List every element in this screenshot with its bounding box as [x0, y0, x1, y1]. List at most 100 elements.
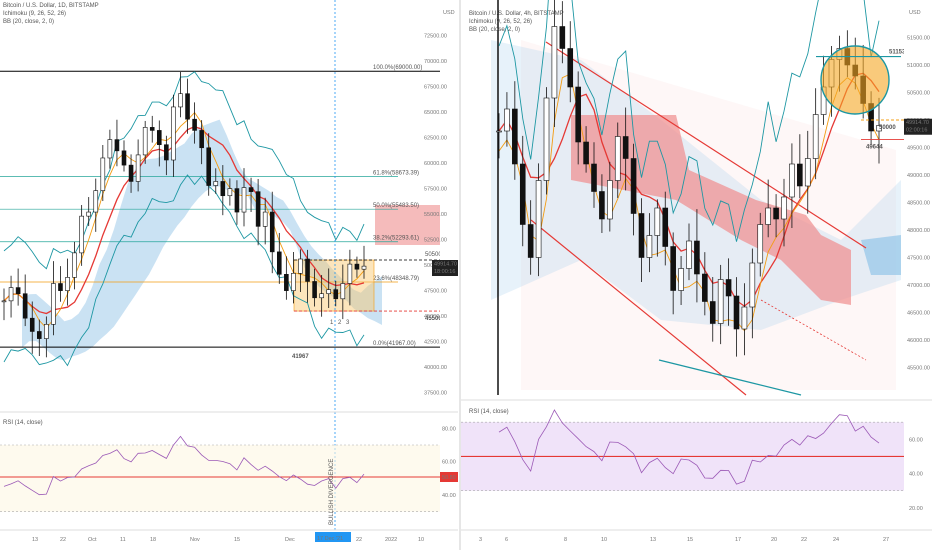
left-price-tick: 70000.00 [424, 59, 447, 65]
right-chart-title[interactable]: Bitcoin / U.S. Dollar, 4h, BITSTAMP [469, 11, 564, 17]
left-time-tick: Nov [190, 537, 200, 543]
right-channel-lower [530, 219, 747, 396]
left-rsi-band [0, 445, 440, 512]
right-time-tick: 27 [883, 537, 889, 543]
left-price-tick: 72500.00 [424, 34, 447, 40]
right-candle-body [630, 158, 637, 214]
right-candle-body [519, 163, 526, 225]
right-candle-body [527, 224, 534, 258]
left-level-label-50500: 50500 [425, 252, 442, 258]
left-candle-body [199, 130, 204, 149]
left-ichimoku-label[interactable]: Ichimoku (9, 26, 52, 26) [3, 11, 67, 17]
chart-divider[interactable] [459, 0, 461, 550]
right-highlight-circle [820, 45, 890, 115]
left-candle-body [262, 211, 268, 227]
left-candle-body [312, 281, 317, 299]
right-time-tick: 8 [564, 537, 567, 543]
left-candle-body [135, 154, 141, 182]
left-rsi-badge: 50.80 [442, 475, 456, 481]
left-date-badge-bg [315, 532, 351, 542]
left-price-axis-bg [440, 0, 458, 410]
right-price-tick: 49500.00 [907, 146, 930, 152]
right-candle-body [694, 240, 700, 275]
right-candle-body [591, 163, 597, 192]
right-candle-body [717, 279, 724, 324]
left-price-tick: 42500.00 [424, 340, 447, 346]
left-candle-body [347, 263, 353, 284]
right-price-tick: 45500.00 [907, 366, 930, 372]
left-candle-body [8, 287, 14, 302]
left-candle-body [156, 130, 162, 146]
right-candle-body [757, 224, 764, 264]
right-candle-body [599, 191, 605, 220]
left-candle-body [284, 274, 289, 291]
left-candle-body [51, 283, 56, 325]
right-rsi-tick: 20.00 [909, 506, 923, 512]
right-ichimoku-label[interactable]: Ichimoku (9, 26, 52, 26) [469, 19, 533, 25]
left-price-badge: 49914.70 [434, 262, 457, 268]
left-candle-body [185, 93, 190, 120]
left-candle-body [298, 258, 303, 274]
left-candle-body [128, 164, 134, 182]
right-time-tick: 22 [801, 537, 807, 543]
left-candle-body [121, 150, 127, 166]
left-candle-body [361, 265, 367, 270]
right-bb-label[interactable]: BB (20, close, 2, 0) [469, 27, 521, 33]
left-price-tick: 37500.00 [424, 391, 447, 397]
left-bb-upper [3, 71, 365, 270]
right-candle-body [709, 301, 716, 324]
right-candle-body [741, 306, 748, 330]
right-candle-body [733, 295, 740, 330]
left-candle-body [93, 190, 99, 213]
left-fib-label: 0.0%(41967.00) [373, 341, 416, 347]
right-candle-body [607, 180, 613, 220]
left-price-tick: 52500.00 [424, 238, 447, 244]
right-rsi-line [498, 409, 880, 485]
left-candle-body [44, 324, 49, 339]
right-candle-body [662, 207, 669, 247]
left-candle-body [241, 187, 247, 213]
left-candle-body [269, 211, 275, 253]
right-candle-body [678, 268, 684, 291]
left-legend: Bitcoin / U.S. Dollar, 1D, BITSTAMP Ichi… [3, 2, 99, 26]
left-bb-lower [3, 174, 365, 367]
left-candle-body [178, 93, 183, 108]
left-fib-label: 50.0%(55483.50) [373, 203, 419, 209]
right-level-label-50000: 50000 [879, 125, 896, 131]
right-level-label-51153: 51153 [889, 50, 906, 56]
left-candle-body [58, 283, 63, 291]
right-future-cloud [861, 235, 901, 275]
left-candle-body [213, 181, 219, 186]
left-price-tick: 47500.00 [424, 289, 447, 295]
right-candle-body [543, 97, 550, 181]
right-candle-body [781, 196, 787, 220]
right-chart-svg[interactable]: 51153 50000 49644 USD 51500.00 51000.00 50500.… [461, 0, 932, 550]
left-rsi-tick: 80.00 [442, 426, 456, 432]
left-candle-body [1, 300, 7, 303]
right-price-tick: 48000.00 [907, 228, 930, 234]
right-rsi-tick: 60.00 [909, 437, 923, 443]
left-time-tick: 15 [234, 537, 240, 543]
right-chart-panel: 51153 50000 49644 USD 51500.00 51000.00 50500.… [461, 0, 932, 550]
right-usd-label: USD [909, 10, 921, 16]
left-rsi-badge-bg [440, 472, 458, 482]
right-time-tick: 15 [687, 537, 693, 543]
right-candle-body [773, 207, 779, 220]
left-price-tick: 62500.00 [424, 136, 447, 142]
right-time-tick: 13 [650, 537, 656, 543]
right-time-tick: 24 [833, 537, 839, 543]
left-future-cloud [375, 205, 442, 245]
left-chart-svg[interactable]: 100.0%(69000.00) 61.8%(58673.39) 50.0%(554… [0, 0, 458, 550]
right-time-tick: 20 [771, 537, 777, 543]
right-price-tick: 46500.00 [907, 311, 930, 317]
right-price-tick: 49000.00 [907, 173, 930, 179]
left-candle-body [107, 139, 113, 159]
right-channel-upper [545, 41, 867, 249]
left-rsi-tick: 60.00 [442, 460, 456, 466]
right-price-tick: 50500.00 [907, 91, 930, 97]
left-bb-label[interactable]: BB (20, close, 2, 0) [3, 19, 55, 25]
left-chart-panel: Bitcoin / U.S. Dollar, 1D, BITSTAMP Ichi… [0, 0, 458, 550]
right-level-label-49644: 49644 [866, 145, 883, 151]
left-chart-title[interactable]: Bitcoin / U.S. Dollar, 1D, BITSTAMP [3, 3, 99, 9]
right-support-line [658, 359, 802, 396]
